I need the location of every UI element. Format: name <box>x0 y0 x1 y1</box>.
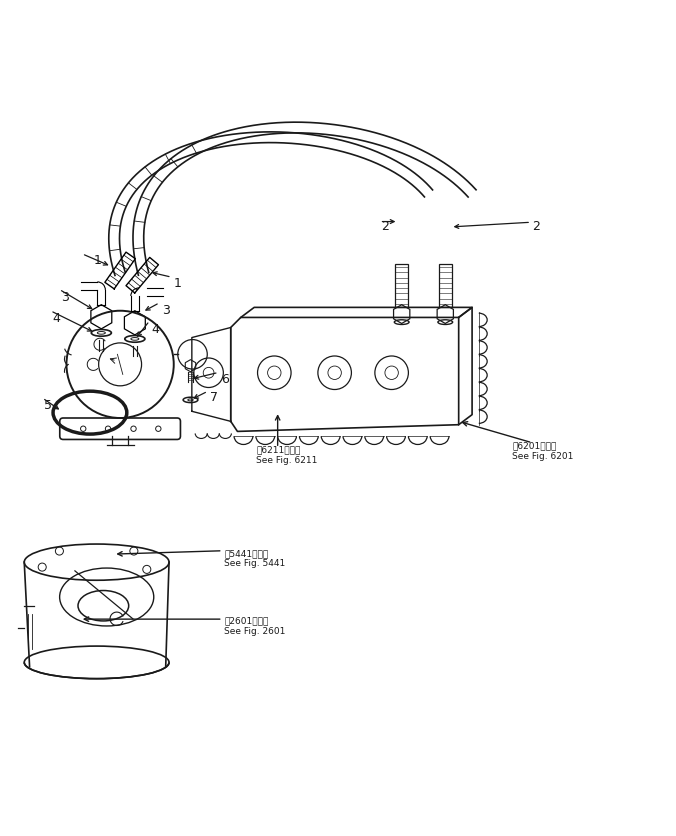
Text: 6: 6 <box>220 374 228 386</box>
Text: 第6201図参照
See Fig. 6201: 第6201図参照 See Fig. 6201 <box>512 441 574 461</box>
Text: 第6211図参照
See Fig. 6211: 第6211図参照 See Fig. 6211 <box>256 446 318 465</box>
Text: 5: 5 <box>45 400 52 412</box>
Bar <box>395 264 408 308</box>
Text: 1: 1 <box>93 254 101 267</box>
Text: 4: 4 <box>53 313 60 325</box>
Text: 第5441図参照
See Fig. 5441: 第5441図参照 See Fig. 5441 <box>224 549 285 568</box>
Text: 4: 4 <box>151 323 160 336</box>
Text: 第2601図参照
See Fig. 2601: 第2601図参照 See Fig. 2601 <box>224 616 285 635</box>
Text: 2: 2 <box>381 221 389 233</box>
Text: 3: 3 <box>162 304 170 317</box>
Bar <box>439 264 452 308</box>
Text: 1: 1 <box>174 278 182 290</box>
Text: 3: 3 <box>61 291 69 303</box>
Text: 7: 7 <box>210 391 218 405</box>
Text: 2: 2 <box>533 221 540 233</box>
